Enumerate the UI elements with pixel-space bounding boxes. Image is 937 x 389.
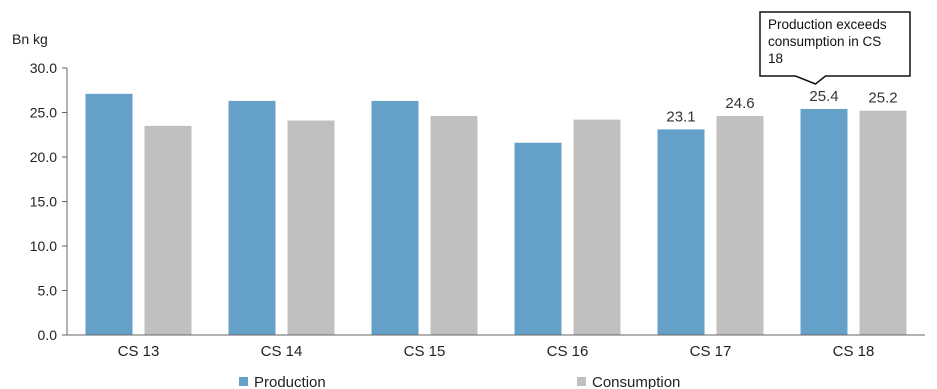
y-tick-label: 20.0: [30, 149, 57, 165]
y-tick-label: 10.0: [30, 238, 57, 254]
production-bar: [85, 93, 133, 335]
x-category-label: CS 18: [833, 343, 875, 360]
data-label: 23.1: [666, 108, 695, 125]
y-tick-label: 5.0: [38, 283, 58, 299]
production-bar: [371, 100, 419, 336]
y-unit-label: Bn kg: [12, 31, 48, 47]
consumption-bar: [287, 120, 335, 335]
x-category-label: CS 15: [404, 343, 446, 360]
consumption-bar: [859, 110, 907, 335]
callout-text-line: consumption in CS: [768, 34, 881, 49]
callout-box: [759, 11, 911, 85]
x-category-label: CS 13: [118, 343, 160, 360]
consumption-bar: [716, 116, 764, 335]
data-labels: 23.1 24.6 25.4 25.2: [666, 88, 897, 125]
consumption-bar: [144, 125, 192, 335]
annotation-callout: Production exceeds consumption in CS 18: [759, 11, 911, 85]
x-category-label: CS 14: [261, 343, 303, 360]
callout-text-line: 18: [768, 51, 783, 66]
production-bar: [800, 108, 848, 335]
bars: [85, 93, 907, 336]
production-bar: [657, 129, 705, 335]
production-bar: [514, 142, 562, 335]
x-axis: CS 13 CS 14 CS 15 CS 16 CS 17 CS 18: [67, 334, 925, 360]
consumption-legend-label: Consumption: [592, 374, 680, 389]
x-category-label: CS 17: [690, 343, 732, 360]
y-tick-label: 15.0: [30, 194, 57, 210]
y-tick-label: 0.0: [38, 327, 58, 343]
x-category-label: CS 16: [547, 343, 589, 360]
consumption-legend-swatch: [577, 377, 586, 386]
data-label: 25.4: [809, 88, 838, 105]
y-tick-label: 25.0: [30, 105, 57, 121]
data-label: 25.2: [868, 90, 897, 107]
y-tick-label: 30.0: [30, 60, 57, 76]
y-axis: 0.0 5.0 10.0 15.0 20.0 25.0 30.0: [30, 60, 68, 343]
production-legend-label: Production: [254, 374, 326, 389]
legend: Production Consumption: [239, 374, 680, 389]
data-label: 24.6: [725, 95, 754, 112]
production-legend-swatch: [239, 377, 248, 386]
production-bar: [228, 100, 276, 336]
consumption-bar: [430, 116, 478, 335]
callout-text-line: Production exceeds: [768, 17, 887, 32]
consumption-bar: [573, 119, 621, 336]
